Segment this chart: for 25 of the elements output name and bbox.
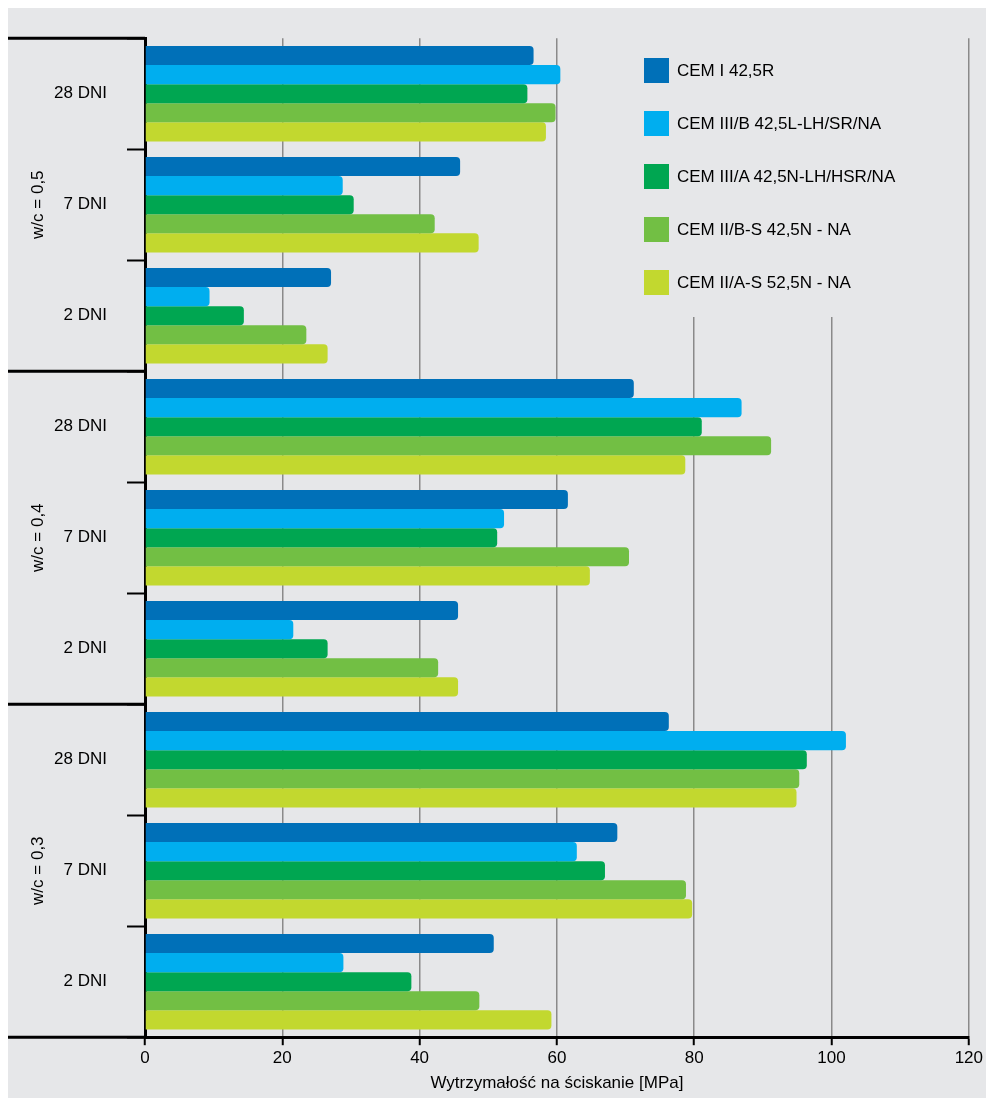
y-tick-label: 2 DNI: [63, 971, 107, 991]
y-tick-label: 28 DNI: [54, 416, 107, 436]
text: w/c = 0,3: [27, 836, 47, 906]
x-tick-label: 120: [954, 1048, 984, 1068]
x-axis-title: Wytrzymałość na ściskanie [MPa]: [430, 1073, 684, 1093]
y-tick-label: 28 DNI: [54, 83, 107, 103]
x-tick-label: 0: [140, 1048, 150, 1068]
x-tick-label: 80: [684, 1048, 704, 1068]
x-tick-label: 40: [410, 1048, 430, 1068]
y-tick-label: 28 DNI: [54, 749, 107, 769]
legend-label: CEM I 42,5R: [677, 60, 775, 81]
y-tick-label: 7 DNI: [63, 860, 107, 880]
y-tick-label: 7 DNI: [63, 527, 107, 547]
y-tick-label: 2 DNI: [63, 305, 107, 325]
x-tick-label: 20: [272, 1048, 292, 1068]
legend-label: CEM III/A 42,5N-LH/HSR/NA: [677, 166, 896, 187]
x-tick-label: 100: [817, 1048, 846, 1068]
legend-label: CEM III/B 42,5L-LH/SR/NA: [677, 113, 882, 134]
text: w/c = 0,4: [27, 503, 47, 573]
x-tick-label: 60: [547, 1048, 567, 1068]
y-tick-label: 7 DNI: [63, 194, 107, 214]
legend-label: CEM II/B-S 42,5N - NA: [677, 219, 851, 240]
legend-label: CEM II/A-S 52,5N - NA: [677, 272, 851, 293]
y-tick-label: 2 DNI: [63, 638, 107, 658]
text: w/c = 0,5: [27, 170, 47, 240]
